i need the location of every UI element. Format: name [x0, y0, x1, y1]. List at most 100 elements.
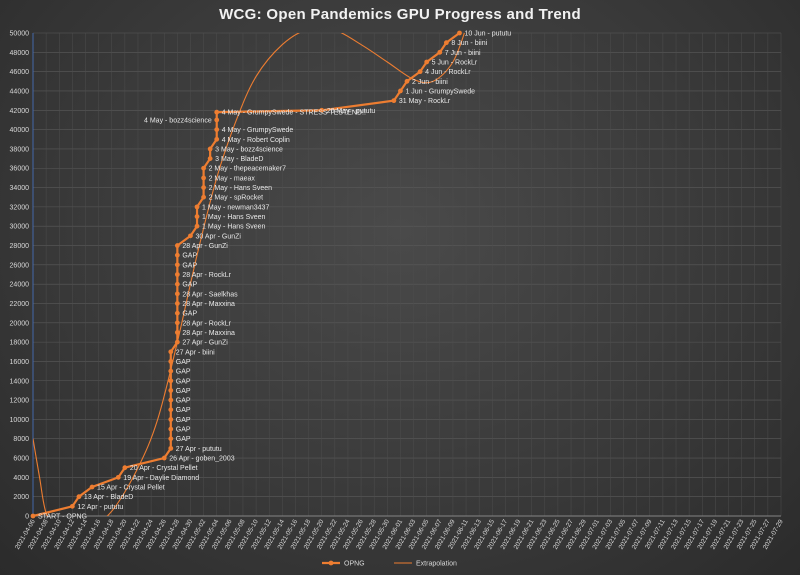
data-label: GAP [182, 282, 197, 289]
opng-point [168, 445, 174, 451]
opng-point [201, 194, 206, 200]
extrapolation-series [33, 33, 465, 516]
y-tick-label: 50000 [10, 31, 30, 38]
data-label: 3 May - bozz4science [215, 146, 283, 153]
opng-point [201, 175, 206, 181]
y-tick-label: 48000 [10, 50, 30, 57]
opng-point [188, 233, 193, 239]
data-label: 7 Jun - biini [445, 50, 481, 57]
opng-point [457, 30, 462, 36]
opng-line [32, 32, 461, 518]
data-label: 2 Jun - biini [412, 79, 448, 86]
opng-point [168, 378, 174, 384]
y-tick-label: 20000 [10, 320, 30, 327]
data-label: 10 Jun - pututu [464, 31, 511, 38]
opng-series [30, 30, 462, 519]
data-label: 19 Apr - Daylie Diamond [123, 475, 199, 482]
opng-point [194, 204, 200, 210]
y-tick-label: 38000 [10, 146, 30, 153]
opng-point [174, 301, 180, 306]
y-tick-label: 46000 [10, 69, 30, 76]
y-tick-label: 28000 [10, 243, 30, 250]
opng-point [168, 359, 174, 364]
data-label: GAP [182, 262, 197, 269]
opng-point [122, 465, 128, 471]
data-label: 2 May - spRocket [209, 195, 264, 202]
data-label: 28 Apr - Saelkhas [182, 291, 238, 298]
data-label: GAP [176, 388, 191, 395]
data-label: 1 May - Hans Sveen [202, 214, 266, 221]
data-label: 1 May - newman3437 [202, 204, 269, 211]
opng-point [174, 291, 180, 297]
data-label: 2 May - Hans Sveen [209, 185, 273, 192]
data-label: 27 Apr - GunZi [182, 340, 228, 347]
opng-point [443, 40, 449, 46]
y-tick-label: 42000 [10, 108, 30, 115]
y-tick-label: 22000 [10, 301, 30, 308]
opng-point [214, 136, 220, 142]
y-tick-label: 16000 [10, 359, 30, 366]
data-label: 15 Apr - Crystal Pellet [97, 485, 165, 492]
data-label: GAP [176, 436, 191, 443]
y-tick-label: 10000 [10, 417, 30, 424]
data-label: 28 Apr - RockLr [182, 272, 231, 279]
data-label: 4 May - GrumpySwede - STRESS TESTEND!! [222, 110, 366, 117]
opng-point [161, 455, 167, 461]
data-label: GAP [176, 369, 191, 376]
opng-point [168, 436, 174, 442]
opng-point [417, 69, 423, 75]
data-label: GAP [176, 378, 191, 385]
opng-point [174, 339, 180, 345]
opng-point [404, 78, 410, 84]
data-label: 31 May - RockLr [399, 98, 451, 105]
grid-layer [32, 32, 782, 517]
data-label: 4 Jun - RockLr [425, 69, 471, 76]
y-tick-labels: 0 2000 4000 6000 8000 10000 12000 14000 16000 180… [10, 31, 30, 521]
opng-point [201, 165, 206, 171]
opng-point [89, 484, 95, 490]
opng-point [168, 397, 174, 403]
opng-point [398, 88, 403, 94]
y-tick-label: 40000 [10, 127, 30, 134]
opng-point [168, 388, 174, 393]
data-label: 13 Apr - BladeD [84, 494, 133, 501]
opng-point [174, 262, 180, 268]
opng-point [194, 223, 200, 229]
extrapolation-line [33, 33, 465, 516]
data-label: 12 Apr - pututu [77, 504, 123, 511]
y-tick-label: 8000 [13, 436, 29, 443]
data-label: GAP [176, 407, 191, 414]
opng-point [168, 426, 174, 432]
opng-point [115, 474, 121, 480]
opng-point [214, 109, 220, 115]
opng-point [76, 494, 82, 500]
data-label: GAP [176, 417, 191, 424]
data-label: 28 Apr - Maxxina [182, 330, 235, 337]
data-label: 20 Apr - Crystal Pellet [130, 465, 198, 472]
y-tick-label: 30000 [10, 224, 30, 231]
legend-extrapolation-label: Extrapolation [416, 561, 457, 568]
data-label: 2 May - maeax [209, 175, 256, 182]
opng-point [174, 330, 180, 335]
opng-point [437, 49, 443, 55]
axes-layer [32, 33, 781, 517]
opng-point [168, 349, 174, 355]
opng-point [69, 503, 75, 509]
opng-point [30, 513, 36, 519]
opng-point [207, 146, 213, 152]
y-tick-label: 4000 [13, 475, 29, 482]
data-label: 4 May - bozz4science [144, 117, 212, 124]
data-label: GAP [176, 427, 191, 434]
opng-point [424, 59, 430, 65]
opng-point [391, 98, 397, 104]
opng-point [174, 243, 180, 248]
data-label: 27 Apr - pututu [176, 446, 222, 453]
y-tick-label: 24000 [10, 282, 30, 289]
data-label: 20 May - pututu [327, 108, 376, 115]
data-label: GAP [182, 311, 197, 318]
data-label: GAP [182, 253, 197, 260]
opng-point [174, 281, 180, 287]
opng-point [319, 107, 325, 113]
data-label: 4 May - Robert Coplin [222, 137, 290, 144]
data-label: 26 Apr - goben_2003 [169, 456, 234, 463]
